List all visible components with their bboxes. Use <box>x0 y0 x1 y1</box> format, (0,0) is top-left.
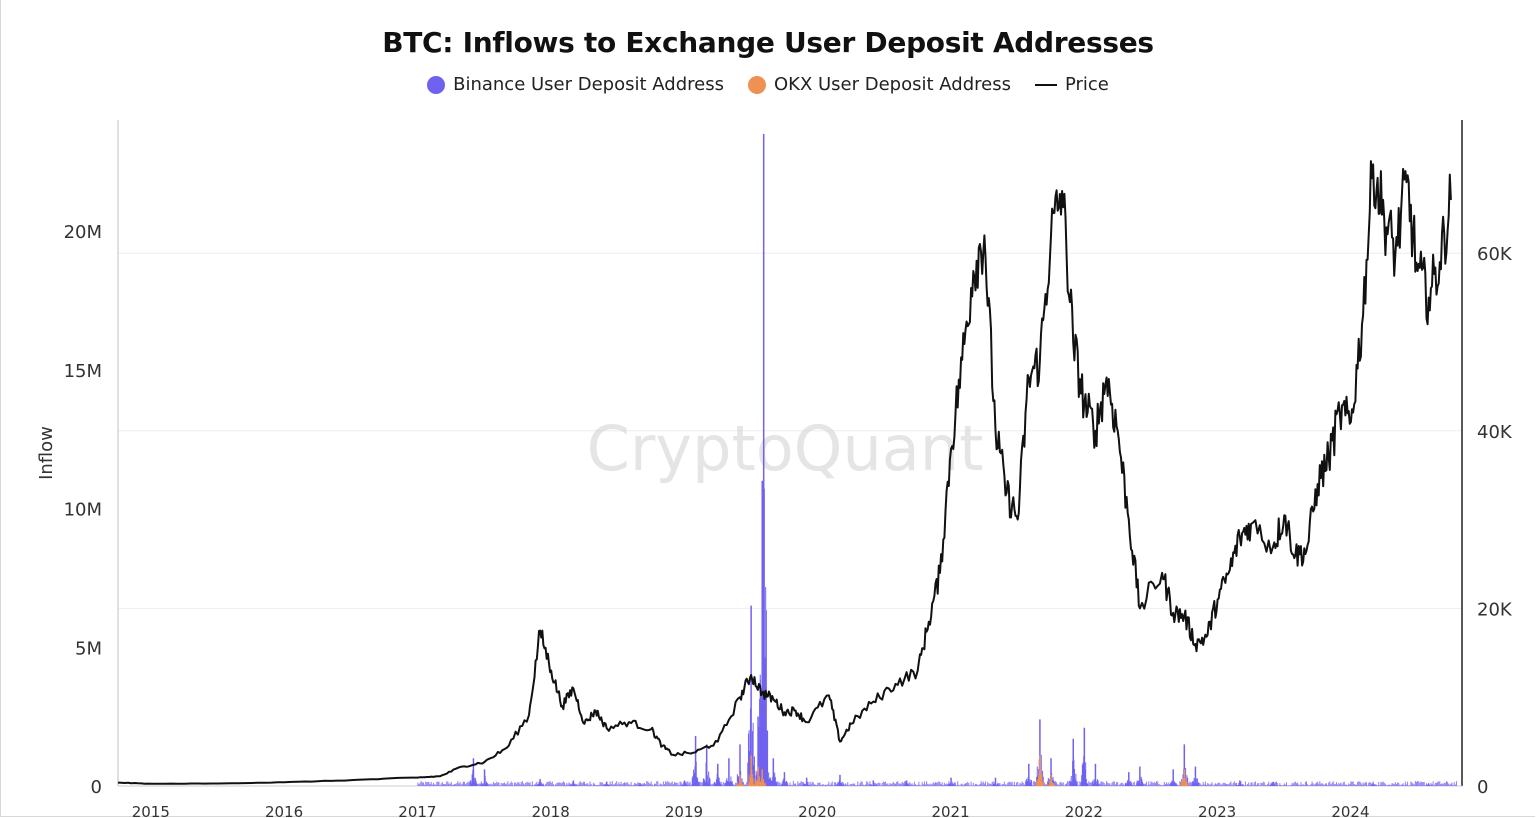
binance-swatch <box>427 75 446 94</box>
price-line <box>117 160 1452 785</box>
y-right-tick-label: 20K <box>1477 599 1513 620</box>
x-tick-label: 2022 <box>1065 803 1103 818</box>
price-swatch <box>1034 83 1057 86</box>
x-tick-label: 2019 <box>665 803 703 818</box>
x-tick-label: 2024 <box>1331 803 1369 818</box>
x-tick-label: 2018 <box>532 803 570 818</box>
legend-label-price: Price <box>1064 74 1109 95</box>
x-tick-label: 2015 <box>132 803 170 818</box>
y-right-tick-label: 60K <box>1477 244 1513 265</box>
y-left-tick-label: 10M <box>64 500 102 521</box>
x-tick-label: 2020 <box>798 803 836 818</box>
x-tick-label: 2016 <box>265 803 303 818</box>
y-axis-title: Inflow <box>36 426 57 480</box>
x-tick-label: 2023 <box>1198 803 1236 818</box>
x-tick-label: 2017 <box>398 803 436 818</box>
okx-swatch <box>747 75 766 94</box>
chart-title: BTC: Inflows to Exchange User Deposit Ad… <box>382 26 1154 59</box>
legend-item-okx[interactable]: OKX User Deposit Address <box>747 74 1011 95</box>
y-left-tick-label: 15M <box>64 361 102 382</box>
y-right-tick-label: 0 <box>1477 777 1488 798</box>
legend-item-binance[interactable]: Binance User Deposit Address <box>427 74 724 95</box>
y-left-tick-label: 5M <box>75 638 102 659</box>
legend-label-okx: OKX User Deposit Address <box>773 74 1011 95</box>
legend-item-price[interactable]: Price <box>1034 74 1109 95</box>
y-right-tick-label: 40K <box>1477 422 1513 443</box>
x-tick-label: 2021 <box>931 803 969 818</box>
y-left-tick-label: 20M <box>64 222 102 243</box>
legend-label-binance: Binance User Deposit Address <box>453 74 724 95</box>
chart-legend: Binance User Deposit Address OKX User De… <box>0 74 1536 95</box>
y-left-tick-label: 0 <box>91 777 102 798</box>
watermark-text: CryptoQuant <box>587 412 984 485</box>
